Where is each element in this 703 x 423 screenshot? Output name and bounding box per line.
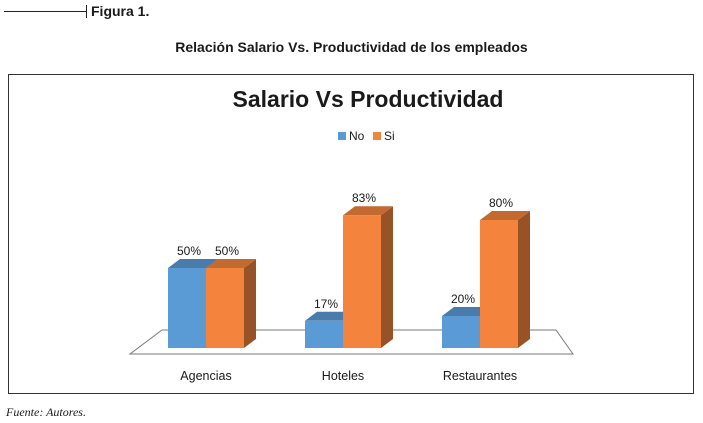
- bar-restaurantes-no: [442, 316, 480, 348]
- figure-rule-tick: [86, 5, 87, 18]
- bar-agencias-si-top: [206, 259, 256, 268]
- bar-hoteles-si-top: [343, 206, 393, 216]
- data-label-agencias-no: 50%: [177, 244, 201, 258]
- figure-source: Fuente: Autores.: [6, 405, 86, 419]
- category-label-restaurantes: Restaurantes: [443, 369, 517, 383]
- legend-swatch-si: [373, 132, 381, 140]
- chart-frame: [8, 74, 694, 394]
- figure-label: Figura 1.: [91, 3, 150, 19]
- chart-title: Salario Vs Productividad: [233, 86, 504, 112]
- data-label-restaurantes-si: 80%: [489, 196, 513, 210]
- bar-agencias-no: [168, 268, 206, 348]
- figure-rule: [4, 11, 86, 12]
- bar-hoteles-si: [343, 215, 381, 348]
- bar-restaurantes-si-top: [480, 211, 530, 220]
- data-label-agencias-si: 50%: [215, 244, 239, 258]
- data-label-hoteles-si: 83%: [352, 191, 376, 205]
- bar-hoteles-no: [305, 320, 343, 348]
- legend-label-si: Si: [384, 129, 395, 143]
- category-label-hoteles: Hoteles: [322, 369, 364, 383]
- bar-restaurantes-si-side: [518, 211, 530, 348]
- bar-hoteles-no-top: [305, 311, 355, 321]
- bar-agencias-si: [206, 268, 244, 348]
- figure-subtitle: Relación Salario Vs. Productividad de lo…: [175, 39, 528, 55]
- bar-restaurantes-no-top: [442, 307, 492, 316]
- legend-label-no: No: [349, 129, 365, 143]
- legend-swatch-no: [338, 132, 346, 140]
- bar-agencias-no-top: [168, 259, 218, 268]
- bar-restaurantes-si: [480, 220, 518, 348]
- bar-agencias-si-side: [244, 259, 256, 348]
- data-label-hoteles-no: 17%: [314, 297, 338, 311]
- category-label-agencias: Agencias: [180, 369, 231, 383]
- data-label-restaurantes-no: 20%: [451, 292, 475, 306]
- bar-hoteles-si-side: [381, 206, 393, 348]
